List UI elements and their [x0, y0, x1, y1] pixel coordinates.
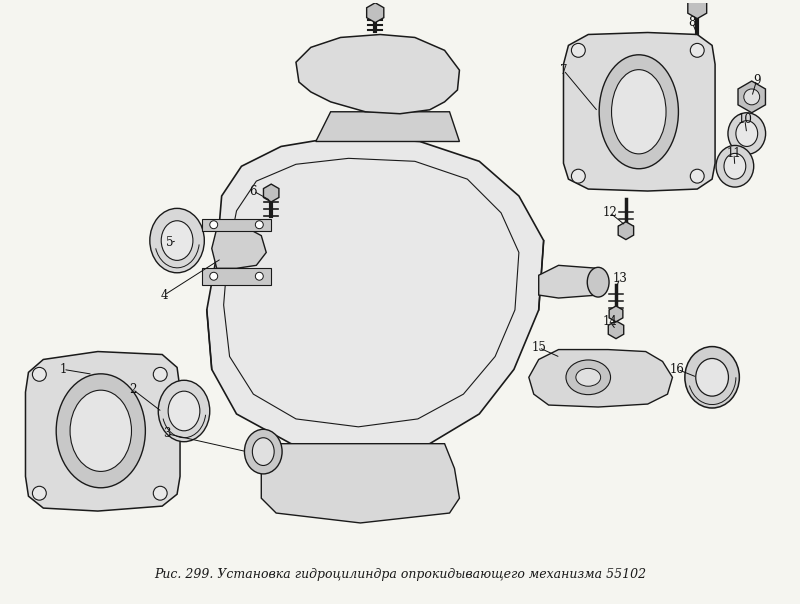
- Circle shape: [154, 367, 167, 381]
- Ellipse shape: [252, 438, 274, 466]
- Circle shape: [33, 367, 46, 381]
- Polygon shape: [538, 265, 598, 298]
- Ellipse shape: [599, 55, 678, 169]
- Circle shape: [571, 43, 586, 57]
- Ellipse shape: [245, 429, 282, 474]
- Circle shape: [744, 89, 760, 105]
- Text: 3: 3: [163, 427, 171, 440]
- Circle shape: [690, 169, 704, 183]
- Text: 16: 16: [670, 363, 685, 376]
- Text: 6: 6: [250, 185, 257, 198]
- Circle shape: [690, 43, 704, 57]
- Circle shape: [255, 220, 263, 229]
- Text: 13: 13: [613, 272, 627, 284]
- Text: 15: 15: [531, 341, 546, 354]
- Polygon shape: [296, 34, 459, 114]
- Ellipse shape: [56, 374, 146, 488]
- Text: Рис. 299. Установка гидроцилиндра опрокидывающего механизма 55102: Рис. 299. Установка гидроцилиндра опроки…: [154, 568, 646, 582]
- Text: 12: 12: [602, 207, 618, 219]
- Text: 10: 10: [738, 113, 752, 126]
- Circle shape: [255, 272, 263, 280]
- Ellipse shape: [587, 268, 609, 297]
- Ellipse shape: [150, 208, 204, 273]
- Circle shape: [210, 272, 218, 280]
- Text: 4: 4: [161, 289, 168, 301]
- Polygon shape: [26, 352, 180, 511]
- Text: 7: 7: [560, 63, 567, 77]
- Circle shape: [571, 169, 586, 183]
- Polygon shape: [202, 219, 271, 231]
- Text: 8: 8: [689, 16, 696, 29]
- Text: 14: 14: [602, 315, 618, 329]
- Text: 11: 11: [726, 147, 742, 160]
- Ellipse shape: [724, 153, 746, 179]
- Ellipse shape: [168, 391, 200, 431]
- Polygon shape: [262, 444, 459, 523]
- Ellipse shape: [576, 368, 601, 386]
- Circle shape: [210, 220, 218, 229]
- Ellipse shape: [728, 113, 766, 155]
- Circle shape: [33, 486, 46, 500]
- Ellipse shape: [162, 220, 193, 260]
- Circle shape: [154, 486, 167, 500]
- Ellipse shape: [70, 390, 131, 472]
- Text: 2: 2: [129, 383, 136, 396]
- Polygon shape: [563, 33, 715, 191]
- Polygon shape: [212, 229, 266, 268]
- Polygon shape: [529, 350, 673, 407]
- Text: 5: 5: [166, 236, 174, 249]
- Ellipse shape: [158, 381, 210, 442]
- Polygon shape: [206, 137, 544, 454]
- Polygon shape: [316, 112, 459, 141]
- Ellipse shape: [685, 347, 739, 408]
- Ellipse shape: [716, 146, 754, 187]
- Ellipse shape: [566, 360, 610, 394]
- Text: 1: 1: [59, 363, 67, 376]
- Ellipse shape: [696, 359, 729, 396]
- Polygon shape: [202, 268, 271, 285]
- Ellipse shape: [611, 69, 666, 154]
- Text: 9: 9: [753, 74, 761, 86]
- Ellipse shape: [736, 121, 758, 146]
